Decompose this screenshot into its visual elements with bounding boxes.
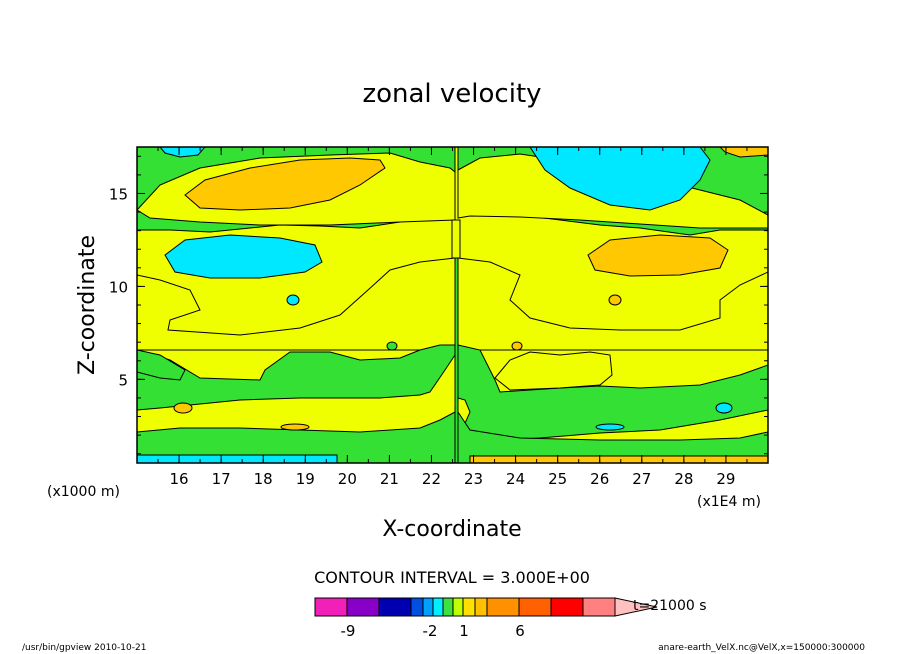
colorbar-swatch [474,597,488,617]
x-tick-label: 20 [338,470,357,488]
contour-orange-mid-right [587,234,729,277]
x-tick-label: 26 [590,470,609,488]
chart-title: zonal velocity [362,79,541,109]
colorbar-swatch [462,597,476,617]
x-tick-label: 21 [380,470,399,488]
contour-cyan-dot-left [286,294,300,306]
time-label: t=21000 s [633,598,707,614]
colorbar-label: 6 [515,622,525,640]
x-unit-label: (x1E4 m) [697,494,761,510]
contour-orange-dot-lower-left [173,402,193,414]
contour-orange-dot-mid [511,341,523,351]
x-tick-label: 17 [212,470,231,488]
colorbar-swatch [486,597,520,617]
x-tick-label: 16 [170,470,189,488]
colorbar-arrow [614,597,658,617]
colorbar-swatch [410,597,424,617]
contour-cyan-top-left-small [159,147,206,158]
contour-center-green-strip [454,257,459,463]
colorbar-swatch [346,597,380,617]
contour-orange-dot-right [608,294,622,306]
contour-green-dot-left [386,341,398,351]
colorbar-swatch [518,597,552,617]
x-tick-label: 19 [296,470,315,488]
x-tick-label: 24 [506,470,525,488]
contour-green-bottom [137,411,456,463]
colorbar-label: 1 [459,622,469,640]
colorbar-labels: -9 -2 1 6 [341,622,525,640]
y-tick-label: 5 [118,371,128,389]
x-tick-label: 29 [716,470,735,488]
y-tick-label: 10 [109,278,128,296]
contour-cyan-upper-right [529,147,711,211]
x-tick-label: 27 [632,470,651,488]
x-tick-label: 25 [548,470,567,488]
colorbar-swatch [442,597,454,617]
colorbar-swatch [550,597,584,617]
colorbar-swatch [378,597,412,617]
colorbar-swatch [314,597,348,617]
y-axis-label: Z-coordinate [75,235,100,375]
x-tick-label: 18 [254,470,273,488]
x-tick-label: 28 [674,470,693,488]
colorbar-swatch [452,597,464,617]
x-axis-label: X-coordinate [382,517,521,542]
contour-yellow-mid-band [137,257,768,351]
colorbar-swatch [582,597,616,617]
y-tick-label: 15 [109,185,128,203]
contour-green-bottom-right [457,410,768,463]
contour-interval-text: CONTOUR INTERVAL = 3.000E+00 [314,568,590,587]
contour-orange-upper-left [184,157,386,211]
contour-cyan-mid-left [164,234,323,279]
contour-cyan-dot-lower-right [715,402,733,414]
contour-orange-top-right-corner [719,147,768,158]
contour-yellow-lower-right [494,351,613,391]
x-tick-label: 22 [422,470,441,488]
contour-green-left-edge [137,349,186,381]
y-unit-label: (x1000 m) [47,484,120,500]
footer-right: anare-earth_VelX.nc@VelX,x=150000:300000 [658,643,865,653]
contour-orange-strip-bottom-right [469,455,768,463]
colorbar-label: -2 [423,622,438,640]
contour-green-lower-right [457,344,768,441]
contour-cyan-strip-bottom-left [137,454,338,463]
footer-left: /usr/bin/gpview 2010-10-21 [22,643,146,653]
contour-center-yellow [451,219,461,259]
colorbar-label: -9 [341,622,356,640]
y-axis: 5 10 15 [109,155,768,455]
contour-cyan-dot-low-right [595,423,625,431]
contour-field [137,147,768,463]
colorbar-swatch [422,597,434,617]
x-tick-label: 23 [464,470,483,488]
contour-orange-dot-low-left [280,423,310,431]
colorbar [314,597,658,617]
x-axis: 16 17 18 19 20 21 22 23 24 25 26 27 28 29 [136,147,769,488]
colorbar-swatch [432,597,444,617]
